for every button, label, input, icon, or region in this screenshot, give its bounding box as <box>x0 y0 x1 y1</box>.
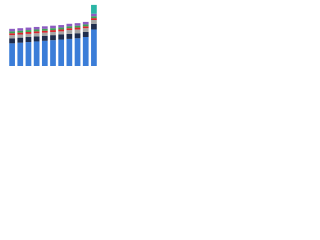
bar-segment <box>66 26 73 29</box>
bar-segment <box>58 39 65 66</box>
bar-segment <box>82 31 89 38</box>
bar-segment <box>25 42 32 66</box>
bar-segment <box>74 25 81 28</box>
bar-segment <box>41 30 48 33</box>
bar-segment <box>9 38 15 44</box>
bar-segment <box>91 23 97 30</box>
bar-segment <box>50 31 56 36</box>
bar-segment <box>74 38 81 66</box>
bar-segment <box>66 23 73 27</box>
bar-segment <box>58 27 65 30</box>
bar-segment <box>33 41 40 66</box>
bar-segment <box>17 34 24 38</box>
bar-segment <box>91 18 97 21</box>
bar-segment <box>17 32 24 35</box>
bar-segment <box>82 26 89 29</box>
bar-segment <box>58 25 65 28</box>
bar-segment <box>9 33 15 36</box>
bar-segment <box>33 26 40 30</box>
bar-segment <box>66 30 73 34</box>
bar-segment <box>66 38 73 66</box>
bar-segment <box>50 25 56 29</box>
bar-segment <box>91 20 97 24</box>
bar-segment <box>91 4 97 14</box>
bar-segment <box>9 43 15 66</box>
bar-segment <box>41 28 48 31</box>
bar-segment <box>82 28 89 32</box>
bar-segment <box>17 30 24 33</box>
bar-segment <box>17 42 24 66</box>
bar-segment <box>41 26 48 29</box>
bar-segment <box>25 31 32 34</box>
bar-segment <box>50 35 56 41</box>
bar-segment <box>33 31 40 34</box>
bar-segment <box>91 29 97 66</box>
bar-segment <box>66 33 73 39</box>
bar-segment <box>33 33 40 37</box>
bar-segment <box>58 29 65 32</box>
bar-segment <box>25 33 32 38</box>
bar-segment <box>74 27 81 30</box>
bar-segment <box>17 28 24 31</box>
bar-segment <box>50 30 56 32</box>
bar-segment <box>41 35 48 41</box>
bar-segment <box>41 32 48 36</box>
bar-segment <box>25 27 32 31</box>
bar-segment <box>25 30 32 32</box>
bar-segment <box>17 37 24 43</box>
bar-segment <box>91 16 97 19</box>
bar-segment <box>33 36 40 42</box>
bar-segment <box>33 29 40 32</box>
bar-segment <box>74 33 81 39</box>
bar-segment <box>58 34 65 40</box>
bar-segment <box>25 37 32 43</box>
bar-segment <box>41 40 48 66</box>
bar-segment <box>9 35 15 39</box>
bar-segment <box>82 21 89 25</box>
bar-segment <box>82 24 89 27</box>
bar-segment <box>58 31 65 35</box>
chart <box>9 4 97 66</box>
bar-segment <box>91 13 97 17</box>
bar-segment <box>74 23 81 26</box>
bar-segment <box>9 28 15 32</box>
bar-segment <box>50 28 56 31</box>
bar-segment <box>74 29 81 34</box>
bar-segment <box>50 40 56 66</box>
bar-segment <box>9 31 15 34</box>
bar-segment <box>82 37 89 66</box>
bar-segment <box>66 28 73 31</box>
